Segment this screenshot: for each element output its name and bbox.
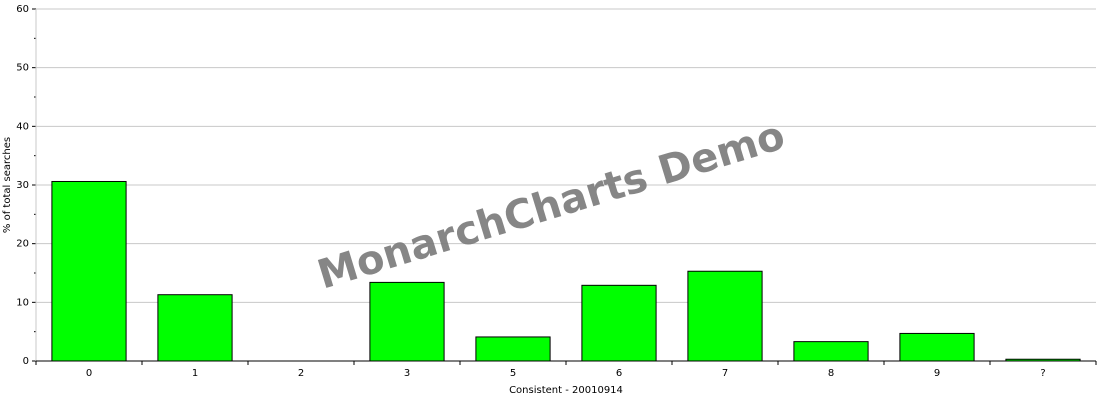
y-tick-label: 50 (16, 63, 29, 74)
bar-7 (687, 270, 763, 362)
y-tick-label: 30 (16, 180, 29, 191)
y-tick-label: 0 (23, 356, 29, 367)
x-tick-label: 5 (510, 368, 516, 379)
gridlines (36, 8, 1096, 303)
bar-8 (793, 341, 869, 362)
bar-5 (475, 336, 551, 362)
watermark-text: MonarchCharts Demo (312, 113, 790, 299)
x-tick-label: 8 (828, 368, 834, 379)
x-tick-label: 3 (404, 368, 410, 379)
x-tick-label: 7 (722, 368, 728, 379)
x-tick-label: 9 (934, 368, 940, 379)
bar-3 (369, 281, 445, 362)
bar-0 (51, 180, 127, 362)
y-tick-label: 20 (16, 239, 29, 250)
x-tick-label: ? (1040, 368, 1045, 379)
bar-1 (157, 294, 233, 362)
x-tick-label: 0 (86, 368, 92, 379)
y-tick-label: 60 (16, 4, 29, 15)
x-tick-label: 1 (192, 368, 198, 379)
x-axis-label: Consistent - 20010914 (509, 385, 623, 396)
x-axis-ticks: 0 1 2 3 5 6 7 8 9? (35, 361, 1097, 379)
bar-6 (581, 284, 657, 362)
bars (51, 180, 1081, 362)
y-axis-label: % of total searches (2, 137, 13, 233)
y-tick-label: 40 (16, 121, 29, 132)
y-tick-label: 10 (16, 297, 29, 308)
y-axis-ticks: 0 10 20 30 40 50 60 (16, 4, 36, 367)
x-tick-label: 2 (298, 368, 304, 379)
bar-9 (899, 332, 975, 362)
x-tick-label: 6 (616, 368, 622, 379)
